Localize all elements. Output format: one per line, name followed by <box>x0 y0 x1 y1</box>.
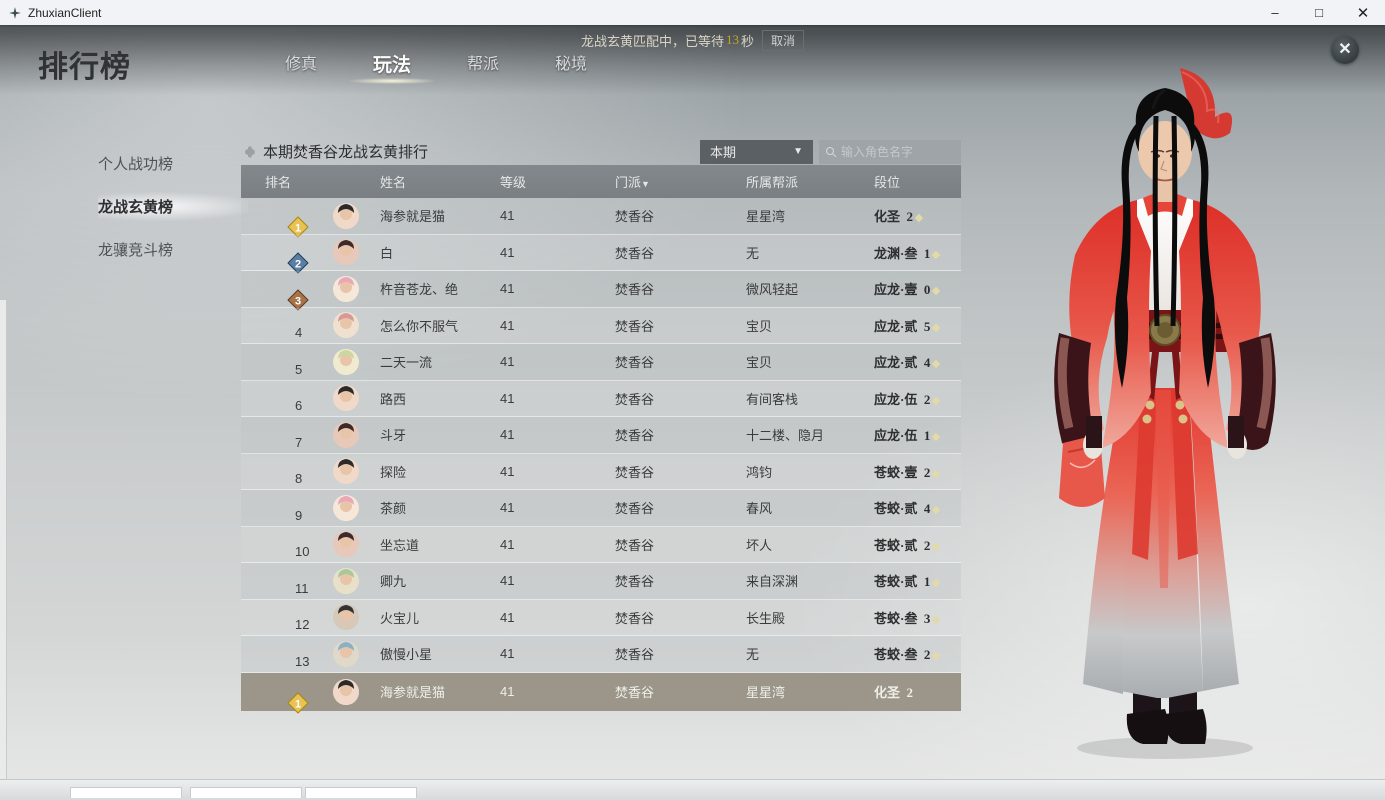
svg-text:1: 1 <box>295 222 301 234</box>
svg-text:3: 3 <box>295 295 301 307</box>
svg-text:2: 2 <box>295 259 301 271</box>
svg-text:1: 1 <box>295 698 301 710</box>
